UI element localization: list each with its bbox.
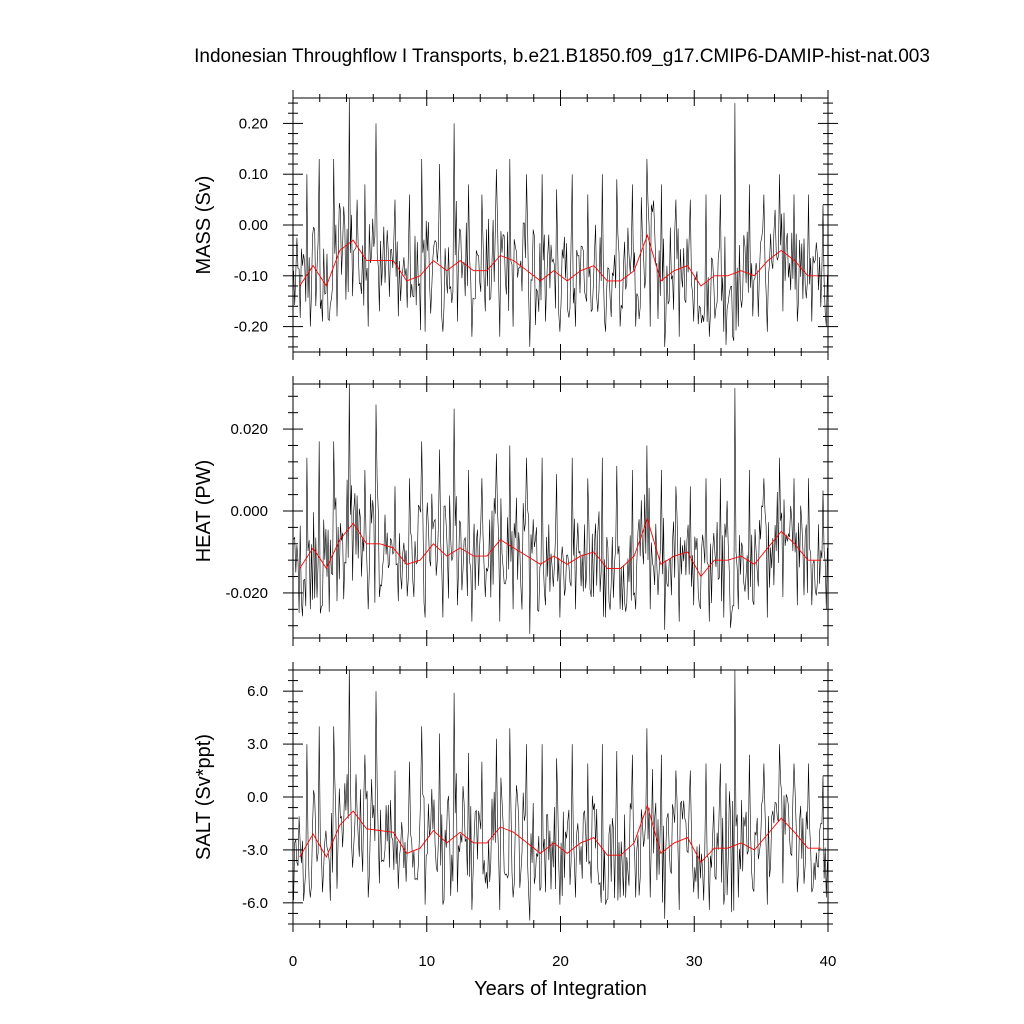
mass-y-tick-label: 0.20 — [239, 115, 268, 132]
heat-y-tick-label: -0.020 — [225, 585, 268, 602]
x-tick-label: 0 — [289, 953, 297, 970]
heat-y-tick-label: 0.020 — [230, 421, 268, 438]
chart-title: Indonesian Throughflow I Transports, b.e… — [194, 46, 930, 67]
mass-y-tick-label: 0.10 — [239, 166, 268, 183]
salt-y-tick-label: 0.0 — [247, 789, 268, 806]
salt-monthly-series-line — [293, 670, 828, 921]
mass-y-tick-label: -0.20 — [234, 319, 268, 336]
heat-panel: 0.020 0.000 -0.020 HEAT (PW) — [193, 376, 838, 646]
mass-annual-mean-line — [299, 233, 822, 287]
x-tick-label: 10 — [418, 953, 435, 970]
mass-y-tick-label: 0.00 — [239, 217, 268, 234]
salt-panel: 6.0 3.0 0.0 -3.0 -6.0 SALT (Sv*ppt) — [193, 662, 838, 932]
salt-y-tick-label: 3.0 — [247, 736, 268, 753]
mass-monthly-series-line — [293, 98, 828, 347]
salt-annual-mean-line — [299, 804, 822, 864]
heat-y-tick-label: 0.000 — [230, 503, 268, 520]
salt-y-tick-label: -3.0 — [242, 842, 268, 859]
mass-panel: 0.20 0.10 0.00 -0.10 -0.20 MASS (Sv) — [193, 90, 838, 360]
salt-y-tick-label: 6.0 — [247, 683, 268, 700]
salt-y-tick-label: -6.0 — [242, 895, 268, 912]
salt-y-axis-title: SALT (Sv*ppt) — [193, 734, 215, 860]
heat-y-axis-title: HEAT (PW) — [193, 460, 215, 563]
mass-y-axis-title: MASS (Sv) — [193, 176, 215, 275]
mass-y-tick-label: -0.10 — [234, 268, 268, 285]
x-axis-title: Years of Integration — [474, 978, 647, 1000]
x-tick-label: 40 — [820, 953, 837, 970]
x-tick-label: 30 — [686, 953, 703, 970]
heat-annual-mean-line — [299, 517, 822, 578]
x-tick-label: 20 — [552, 953, 569, 970]
heat-monthly-series-line — [293, 384, 828, 634]
